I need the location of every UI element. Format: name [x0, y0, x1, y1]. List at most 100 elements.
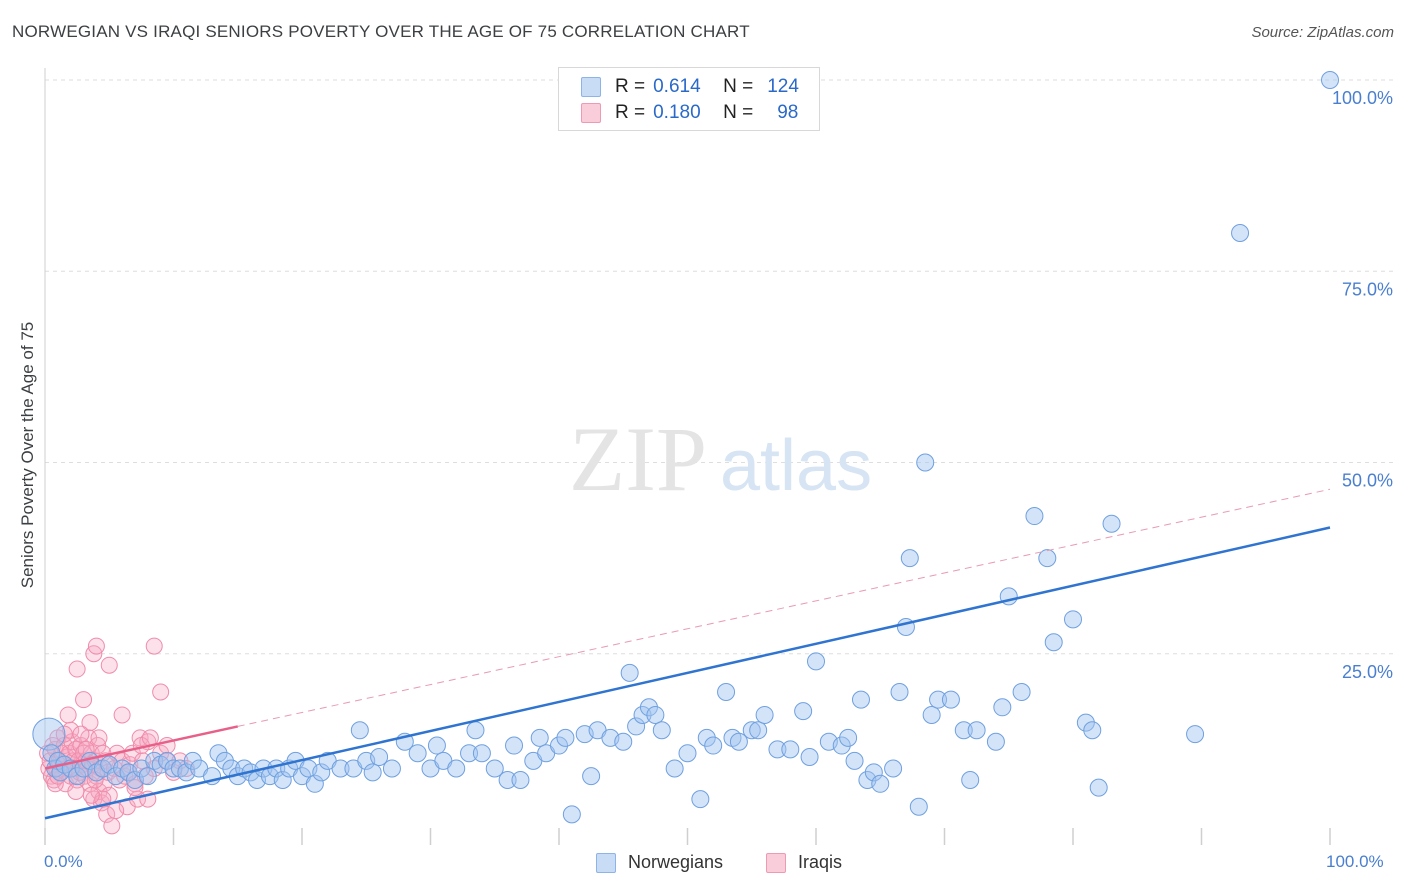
y-tick-labels: 25.0% 50.0% 75.0% 100.0%: [1332, 88, 1393, 682]
n-label: N =: [723, 102, 754, 123]
norwegian-point: [639, 698, 658, 717]
norwegian-point: [1064, 610, 1082, 629]
norwegian-point: [1186, 725, 1205, 744]
iraqi-point: [81, 714, 99, 732]
norwegian-points: [32, 71, 1339, 824]
stats-row-norwegians: R = 0.614 N = 124: [581, 75, 799, 99]
iraqi-point: [107, 802, 125, 820]
norwegian-point: [832, 736, 851, 755]
stats-row-iraqis: R = 0.180 N = 98: [581, 101, 798, 125]
norwegian-point: [941, 690, 960, 709]
r-value: 0.180: [653, 102, 701, 123]
norwegian-point: [884, 759, 903, 778]
norwegian-point: [916, 453, 935, 472]
norwegian-point: [871, 774, 890, 793]
iraqi-point: [77, 740, 95, 758]
norwegian-point: [986, 732, 1005, 751]
r-label: R =: [615, 76, 646, 97]
norwegian-point: [967, 721, 986, 740]
norwegian-point: [498, 770, 517, 789]
norwegian-point: [1102, 514, 1121, 533]
x-tick-label-max: 100.0%: [1326, 852, 1384, 871]
norwegian-point: [665, 759, 684, 778]
norwegian-point: [582, 767, 601, 786]
legend-item-iraqis[interactable]: Iraqis: [766, 852, 842, 873]
norwegian-point: [794, 702, 813, 721]
norwegian-point: [768, 740, 787, 759]
norwegian-point: [138, 767, 157, 786]
norwegian-point: [427, 736, 446, 755]
norwegian-point: [466, 721, 485, 740]
norwegian-point: [900, 549, 919, 568]
norwegian-point: [627, 717, 646, 736]
norwegian-point: [530, 728, 549, 747]
stats-box: R = 0.614 N = 124 R = 0.180 N = 98: [558, 67, 820, 131]
iraqi-point: [55, 725, 73, 743]
norwegian-point: [807, 652, 825, 671]
norwegian-point: [742, 721, 761, 740]
norwegian-point: [370, 748, 389, 767]
norwegian-point: [954, 721, 973, 740]
norwegian-point: [993, 698, 1012, 717]
watermark-zip: ZIP: [569, 408, 707, 510]
trend-lines: [44, 488, 1331, 820]
zipatlas-watermark: ZIP atlas: [569, 408, 872, 510]
legend-item-norwegians[interactable]: Norwegians: [596, 852, 723, 873]
norwegian-point: [961, 770, 980, 789]
watermark-atlas: atlas: [720, 426, 872, 506]
norwegian-point: [556, 728, 575, 747]
y-axis-title: Seniors Poverty Over the Age of 75: [18, 321, 37, 589]
r-value: 0.614: [653, 76, 701, 97]
norwegian-point: [890, 683, 909, 701]
norwegian-point: [922, 705, 941, 724]
y-tick-label: 75.0%: [1342, 279, 1393, 299]
legend-swatch-iraqis: [766, 852, 786, 873]
norwegian-point: [312, 763, 331, 782]
axes: [44, 68, 1331, 845]
norwegian-point: [562, 805, 581, 824]
norwegian-point: [183, 751, 202, 770]
norwegian-point: [350, 721, 369, 740]
norwegian-point: [511, 770, 530, 789]
iraqi-point: [82, 786, 100, 804]
iraqi-point: [126, 779, 144, 797]
norwegian-point: [717, 683, 736, 701]
norwegian-point: [678, 744, 697, 763]
legend-swatch-norwegians: [596, 852, 616, 873]
legend-label-norwegians: Norwegians: [628, 852, 724, 872]
norwegian-point: [1321, 71, 1339, 89]
norwegian-point: [851, 690, 870, 709]
iraqi-point: [152, 683, 170, 701]
norwegian-point: [633, 705, 652, 724]
norwegian-point: [620, 663, 639, 682]
norwegian-point: [485, 759, 504, 778]
iraqi-point: [145, 637, 163, 655]
norwegian-point: [1083, 721, 1102, 740]
norwegian-point: [472, 744, 491, 763]
norwegian-point: [1089, 778, 1108, 797]
norwegian-point: [382, 759, 401, 778]
iraqi-trend-extension: [237, 488, 1331, 727]
norwegian-point: [505, 736, 524, 755]
source-label: Source: ZipAtlas.com: [1251, 24, 1394, 41]
iraqi-point: [103, 817, 121, 835]
norwegian-point: [729, 732, 748, 751]
norwegian-point: [755, 705, 774, 724]
stats-swatch-norwegians: [581, 77, 601, 97]
norwegian-point: [550, 736, 568, 755]
legend: Norwegians Iraqis: [0, 852, 1406, 878]
norwegian-point: [697, 728, 716, 747]
norwegian-point: [408, 744, 427, 763]
chart-title: NORWEGIAN VS IRAQI SENIORS POVERTY OVER …: [12, 22, 750, 41]
norwegian-point: [614, 732, 633, 751]
norwegian-point: [331, 759, 350, 778]
norwegian-point: [749, 721, 768, 740]
iraqi-point: [67, 782, 85, 800]
norwegian-trend-line: [44, 526, 1331, 820]
norwegian-point: [704, 736, 723, 755]
norwegian-point: [209, 744, 228, 763]
y-tick-label: 50.0%: [1342, 471, 1393, 491]
norwegian-point: [691, 790, 710, 809]
stats-swatch-iraqis: [581, 103, 601, 123]
